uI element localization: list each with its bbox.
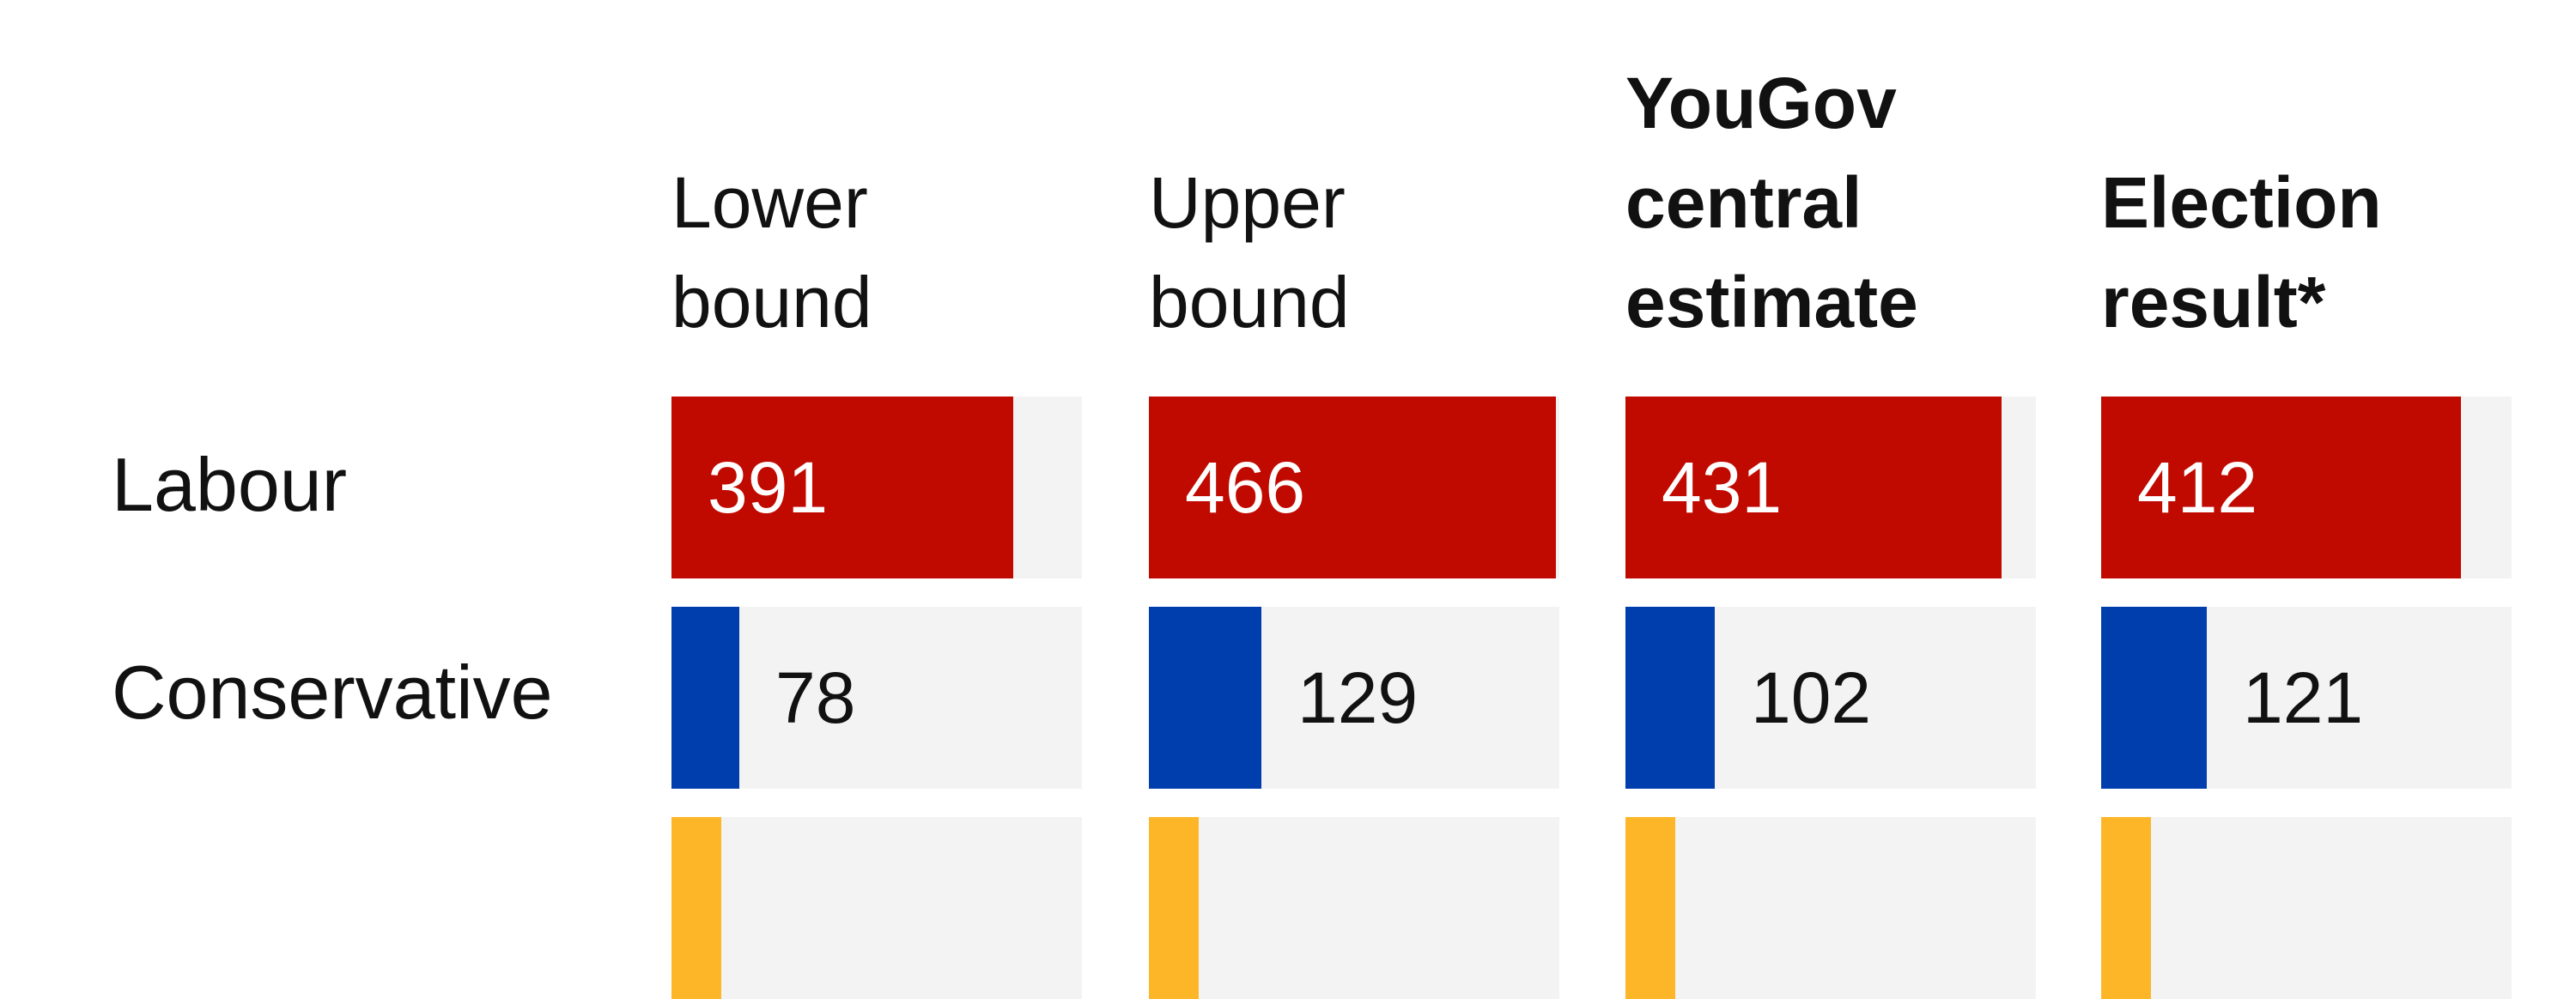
bar: [2101, 607, 2207, 789]
bar-track: 121: [2101, 607, 2512, 789]
row-label: Conservative: [112, 650, 553, 735]
column-header: YouGov central estimate: [1625, 60, 2055, 352]
bar-value-label: 431: [1662, 447, 1783, 528]
bar-track: [2101, 817, 2512, 999]
bar-track: 78: [671, 607, 1082, 789]
column-header: Lower bound: [671, 60, 1101, 352]
bar-value-label: 78: [775, 657, 856, 738]
column-header-line: YouGov: [1625, 63, 1897, 143]
bar-track: 466: [1149, 397, 1559, 578]
bar-track: 412: [2101, 397, 2512, 578]
bar-value-label: 129: [1297, 657, 1419, 738]
bar-track: 391: [671, 397, 1082, 578]
column-header-line: Election: [2101, 162, 2382, 243]
bar-value-label: 412: [2137, 447, 2258, 528]
column-header-line: estimate: [1625, 262, 1918, 342]
row-label: Labour: [112, 442, 348, 527]
bar: [671, 817, 721, 999]
bar: [1149, 817, 1199, 999]
bar: [1625, 397, 2002, 578]
column-header-line: central: [1625, 162, 1862, 243]
bar-track: 129: [1149, 607, 1559, 789]
column-header-line: Upper: [1149, 162, 1346, 243]
bar-value-label: 121: [2243, 657, 2364, 738]
bar-track: 102: [1625, 607, 2036, 789]
bar-track: 431: [1625, 397, 2036, 578]
column-header-line: Lower: [671, 162, 868, 243]
bar-value-label: 466: [1185, 447, 1306, 528]
bar-track: [1149, 817, 1559, 999]
bar: [671, 397, 1013, 578]
seat-projection-chart: Lower bound Upper bound YouGov central estimat…: [112, 60, 2530, 999]
column-header-line: result*: [2101, 262, 2326, 342]
bar: [671, 607, 739, 789]
column-header-line: bound: [1149, 262, 1350, 342]
column-header: Election result*: [2101, 60, 2530, 352]
bar: [1149, 397, 1556, 578]
bar-track: [1625, 817, 2036, 999]
bar-track: [671, 817, 1082, 999]
bar: [1625, 607, 1715, 789]
bar: [1625, 817, 1675, 999]
bar-value-label: 102: [1751, 657, 1872, 738]
column-header-line: bound: [671, 262, 872, 342]
bar-value-label: 391: [708, 447, 829, 528]
bar: [1149, 607, 1261, 789]
column-header: Upper bound: [1149, 60, 1578, 352]
bar: [2101, 397, 2461, 578]
bar: [2101, 817, 2151, 999]
